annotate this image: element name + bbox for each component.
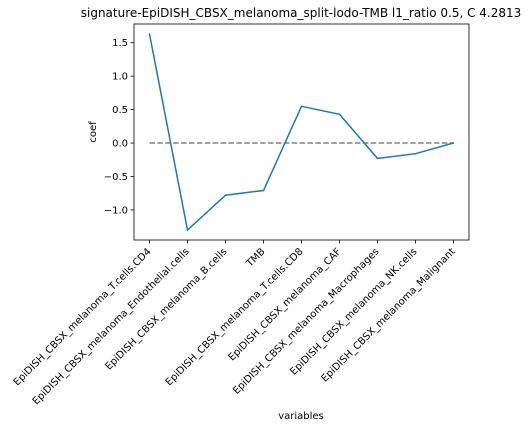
data-point — [339, 114, 341, 116]
y-axis-label: coef — [88, 121, 99, 143]
chart-title: signature-EpiDISH_CBSX_melanoma_split-lo… — [81, 6, 522, 20]
data-point — [415, 153, 417, 155]
y-tick-label: 1.5 — [112, 38, 128, 49]
y-tick-label: −0.5 — [104, 172, 128, 183]
y-tick-label: 0.0 — [112, 139, 128, 150]
y-tick-label: 0.5 — [112, 105, 128, 116]
data-point — [453, 142, 455, 144]
x-axis-label: variables — [278, 411, 324, 422]
x-tick-label: TMB — [244, 246, 268, 270]
plot-area — [134, 24, 469, 240]
data-point — [263, 190, 265, 192]
x-tick-label: EpiDISH_CBSX_melanoma_Malignant — [319, 246, 457, 384]
y-tick-label: 1.0 — [112, 72, 128, 83]
x-tick-label: EpiDISH_CBSX_melanoma_T.cells.CD8 — [164, 246, 306, 388]
data-point — [377, 158, 379, 160]
x-axis: EpiDISH_CBSX_melanoma_T.cells.CD4EpiDISH… — [12, 240, 458, 407]
data-point — [187, 229, 189, 231]
y-tick-label: −1.0 — [104, 205, 128, 216]
data-point — [225, 194, 227, 196]
x-tick-label: EpiDISH_CBSX_melanoma_Macrophages — [231, 246, 381, 396]
data-point — [301, 106, 303, 108]
y-axis: −1.0 −0.5 0.0 0.5 1.0 1.5 — [104, 38, 134, 216]
data-points — [149, 33, 455, 230]
series-line — [150, 34, 454, 230]
data-point — [149, 33, 151, 35]
x-tick-label: EpiDISH_CBSX_melanoma_T.cells.CD4 — [12, 246, 154, 388]
